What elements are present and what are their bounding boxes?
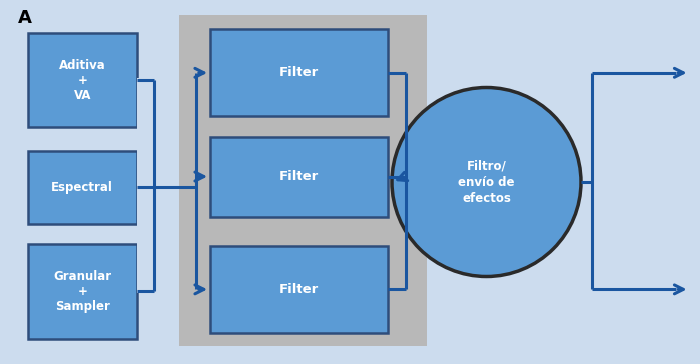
Text: Espectral: Espectral <box>51 181 113 194</box>
FancyBboxPatch shape <box>178 15 427 346</box>
Ellipse shape <box>392 87 581 277</box>
Text: A: A <box>18 9 32 27</box>
FancyBboxPatch shape <box>28 151 136 224</box>
FancyBboxPatch shape <box>210 29 388 116</box>
Text: Filter: Filter <box>279 170 319 183</box>
FancyBboxPatch shape <box>210 246 388 333</box>
FancyBboxPatch shape <box>28 244 136 339</box>
FancyBboxPatch shape <box>136 78 162 293</box>
FancyBboxPatch shape <box>28 33 136 127</box>
FancyBboxPatch shape <box>210 136 388 217</box>
Text: Granular
+
Sampler: Granular + Sampler <box>53 270 111 313</box>
Text: Aditiva
+
VA: Aditiva + VA <box>59 59 106 102</box>
Text: Filter: Filter <box>279 283 319 296</box>
Text: Filter: Filter <box>279 66 319 79</box>
Text: Filtro/
envío de
efectos: Filtro/ envío de efectos <box>458 159 514 205</box>
